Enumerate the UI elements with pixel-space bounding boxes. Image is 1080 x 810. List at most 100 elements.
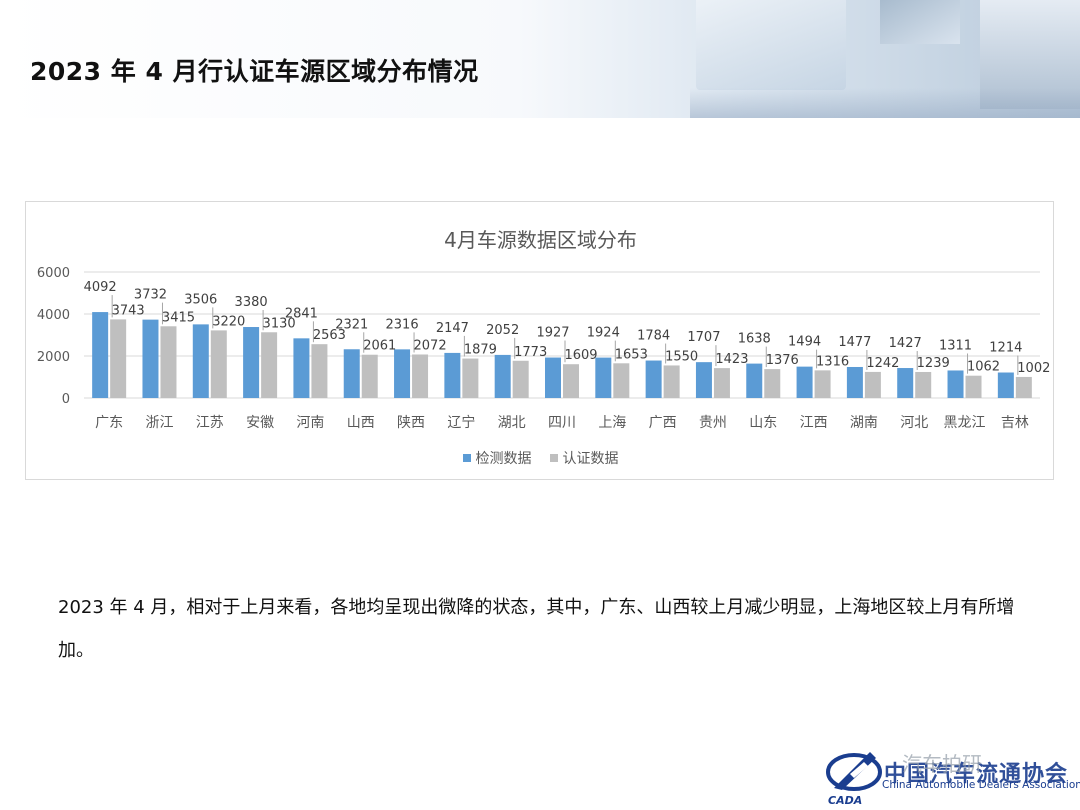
- data-label-series-1: 1311: [939, 338, 972, 353]
- data-label-series-1: 2052: [486, 323, 519, 338]
- data-label-series-1: 1477: [838, 335, 871, 350]
- bar-series-2: [915, 371, 932, 398]
- x-tick-label: 河北: [900, 415, 928, 431]
- data-label-series-2: 3220: [212, 314, 245, 329]
- chart-title: 4月车源数据区域分布: [444, 228, 637, 252]
- data-label-series-2: 3415: [162, 310, 195, 325]
- bar-series-2: [361, 354, 378, 398]
- bar-series-1: [746, 363, 763, 398]
- data-label-series-1: 3380: [235, 295, 268, 310]
- data-label-series-1: 2841: [285, 306, 318, 321]
- legend-label-series-2: 认证数据: [562, 451, 619, 467]
- data-label-series-2: 1376: [766, 353, 799, 368]
- data-label-series-2: 3130: [263, 316, 296, 331]
- bar-series-1: [243, 327, 260, 398]
- x-tick-label: 江西: [800, 415, 828, 431]
- bar-series-2: [311, 344, 328, 398]
- x-tick-label: 广西: [649, 415, 677, 431]
- data-label-series-1: 1924: [587, 326, 620, 341]
- x-tick-label: 安徽: [246, 415, 274, 431]
- bar-series-1: [394, 349, 411, 398]
- data-label-series-2: 3743: [112, 303, 145, 318]
- x-tick-label: 辽宁: [447, 414, 475, 431]
- data-label-series-1: 3732: [134, 288, 167, 303]
- data-label-series-2: 2072: [414, 338, 447, 353]
- data-label-series-2: 1609: [564, 348, 597, 363]
- data-label-series-1: 1494: [788, 335, 821, 350]
- data-label-series-1: 3506: [184, 292, 217, 307]
- bar-chart: 0 2000 4000 6000 4092 3743 广东 3732 3415 浙江 3506 322…: [37, 266, 1050, 431]
- header-banner: 2023 年 4 月行认证车源区域分布情况: [0, 0, 1080, 118]
- cada-logo: CADA: [820, 744, 1080, 810]
- data-label-series-2: 1879: [464, 343, 497, 358]
- x-tick-label: 河南: [296, 415, 324, 431]
- x-tick-label: 黑龙江: [944, 415, 986, 431]
- data-label-series-2: 1242: [866, 356, 899, 371]
- data-label-series-1: 1427: [889, 336, 922, 351]
- data-label-series-1: 2321: [335, 317, 368, 332]
- legend-label-series-1: 检测数据: [475, 451, 532, 467]
- y-tick-label: 0: [62, 392, 70, 407]
- bar-series-1: [545, 357, 561, 398]
- x-tick-label: 广东: [95, 415, 123, 431]
- bar-series-2: [864, 371, 881, 398]
- bar-series-1: [293, 338, 310, 398]
- header-decoration: [690, 0, 1080, 118]
- bar-series-2: [613, 363, 630, 398]
- svg-text:CADA: CADA: [828, 794, 862, 806]
- data-label-series-2: 1773: [514, 345, 547, 360]
- x-tick-label: 山东: [749, 415, 777, 431]
- bar-series-1: [997, 372, 1014, 398]
- bar-series-1: [444, 352, 461, 398]
- bar-series-1: [796, 366, 813, 398]
- bar-series-1: [192, 324, 209, 398]
- bar-series-2: [512, 360, 529, 398]
- data-label-series-2: 2061: [363, 339, 396, 354]
- x-tick-label: 贵州: [699, 415, 727, 431]
- cada-emblem-icon: CADA: [826, 752, 882, 807]
- data-label-series-1: 1214: [989, 341, 1022, 356]
- x-tick-label: 浙江: [145, 415, 173, 431]
- legend-swatch-series-1: [462, 454, 471, 462]
- x-tick-label: 四川: [548, 415, 576, 431]
- association-name-cn: 中国汽车流通协会: [884, 762, 1069, 787]
- data-label-series-1: 4092: [84, 280, 117, 295]
- bar-series-2: [412, 354, 429, 398]
- x-tick-label: 湖北: [498, 415, 526, 431]
- bar-series-1: [897, 368, 914, 398]
- data-label-series-1: 1638: [738, 332, 771, 347]
- x-tick-label: 江苏: [196, 415, 224, 431]
- association-name-en: China Automobile Dealers Association: [882, 779, 1080, 791]
- data-label-series-2: 1239: [917, 356, 950, 371]
- data-label-series-2: 2563: [313, 328, 346, 343]
- y-tick-label: 6000: [37, 266, 70, 281]
- data-label-series-1: 1784: [637, 329, 670, 344]
- description-text: 2023 年 4 月，相对于上月来看，各地均呈现出微降的状态，其中，广东、山西较…: [58, 597, 1015, 661]
- page-title: 2023 年 4 月行认证车源区域分布情况: [30, 57, 479, 86]
- x-tick-label: 吉林: [1001, 415, 1029, 431]
- y-tick-label: 4000: [37, 308, 70, 323]
- y-tick-label: 2000: [37, 350, 70, 365]
- bar-series-2: [1015, 376, 1032, 398]
- data-label-series-2: 1423: [715, 352, 748, 367]
- legend-item-series-1: 检测数据: [462, 448, 532, 468]
- x-tick-label: 山西: [347, 415, 375, 431]
- bar-series-2: [210, 330, 227, 398]
- data-label-series-1: 2316: [386, 317, 419, 332]
- bar-series-1: [947, 370, 964, 398]
- data-label-series-2: 1550: [665, 349, 698, 364]
- bar-series-2: [462, 358, 479, 398]
- data-label-series-2: 1653: [615, 347, 648, 362]
- bar-series-1: [142, 319, 159, 398]
- bar-series-1: [846, 366, 863, 398]
- chart-legend: 检测数据 认证数据: [26, 448, 1055, 468]
- bar-series-2: [814, 370, 831, 398]
- bar-series-2: [713, 368, 730, 398]
- legend-swatch-series-2: [549, 454, 558, 462]
- x-tick-label: 湖南: [850, 415, 878, 431]
- data-label-series-1: 1707: [687, 330, 720, 345]
- bar-series-2: [261, 332, 278, 398]
- bar-series-1: [92, 312, 109, 398]
- data-label-series-1: 1927: [536, 326, 569, 341]
- data-label-series-2: 1002: [1017, 361, 1050, 376]
